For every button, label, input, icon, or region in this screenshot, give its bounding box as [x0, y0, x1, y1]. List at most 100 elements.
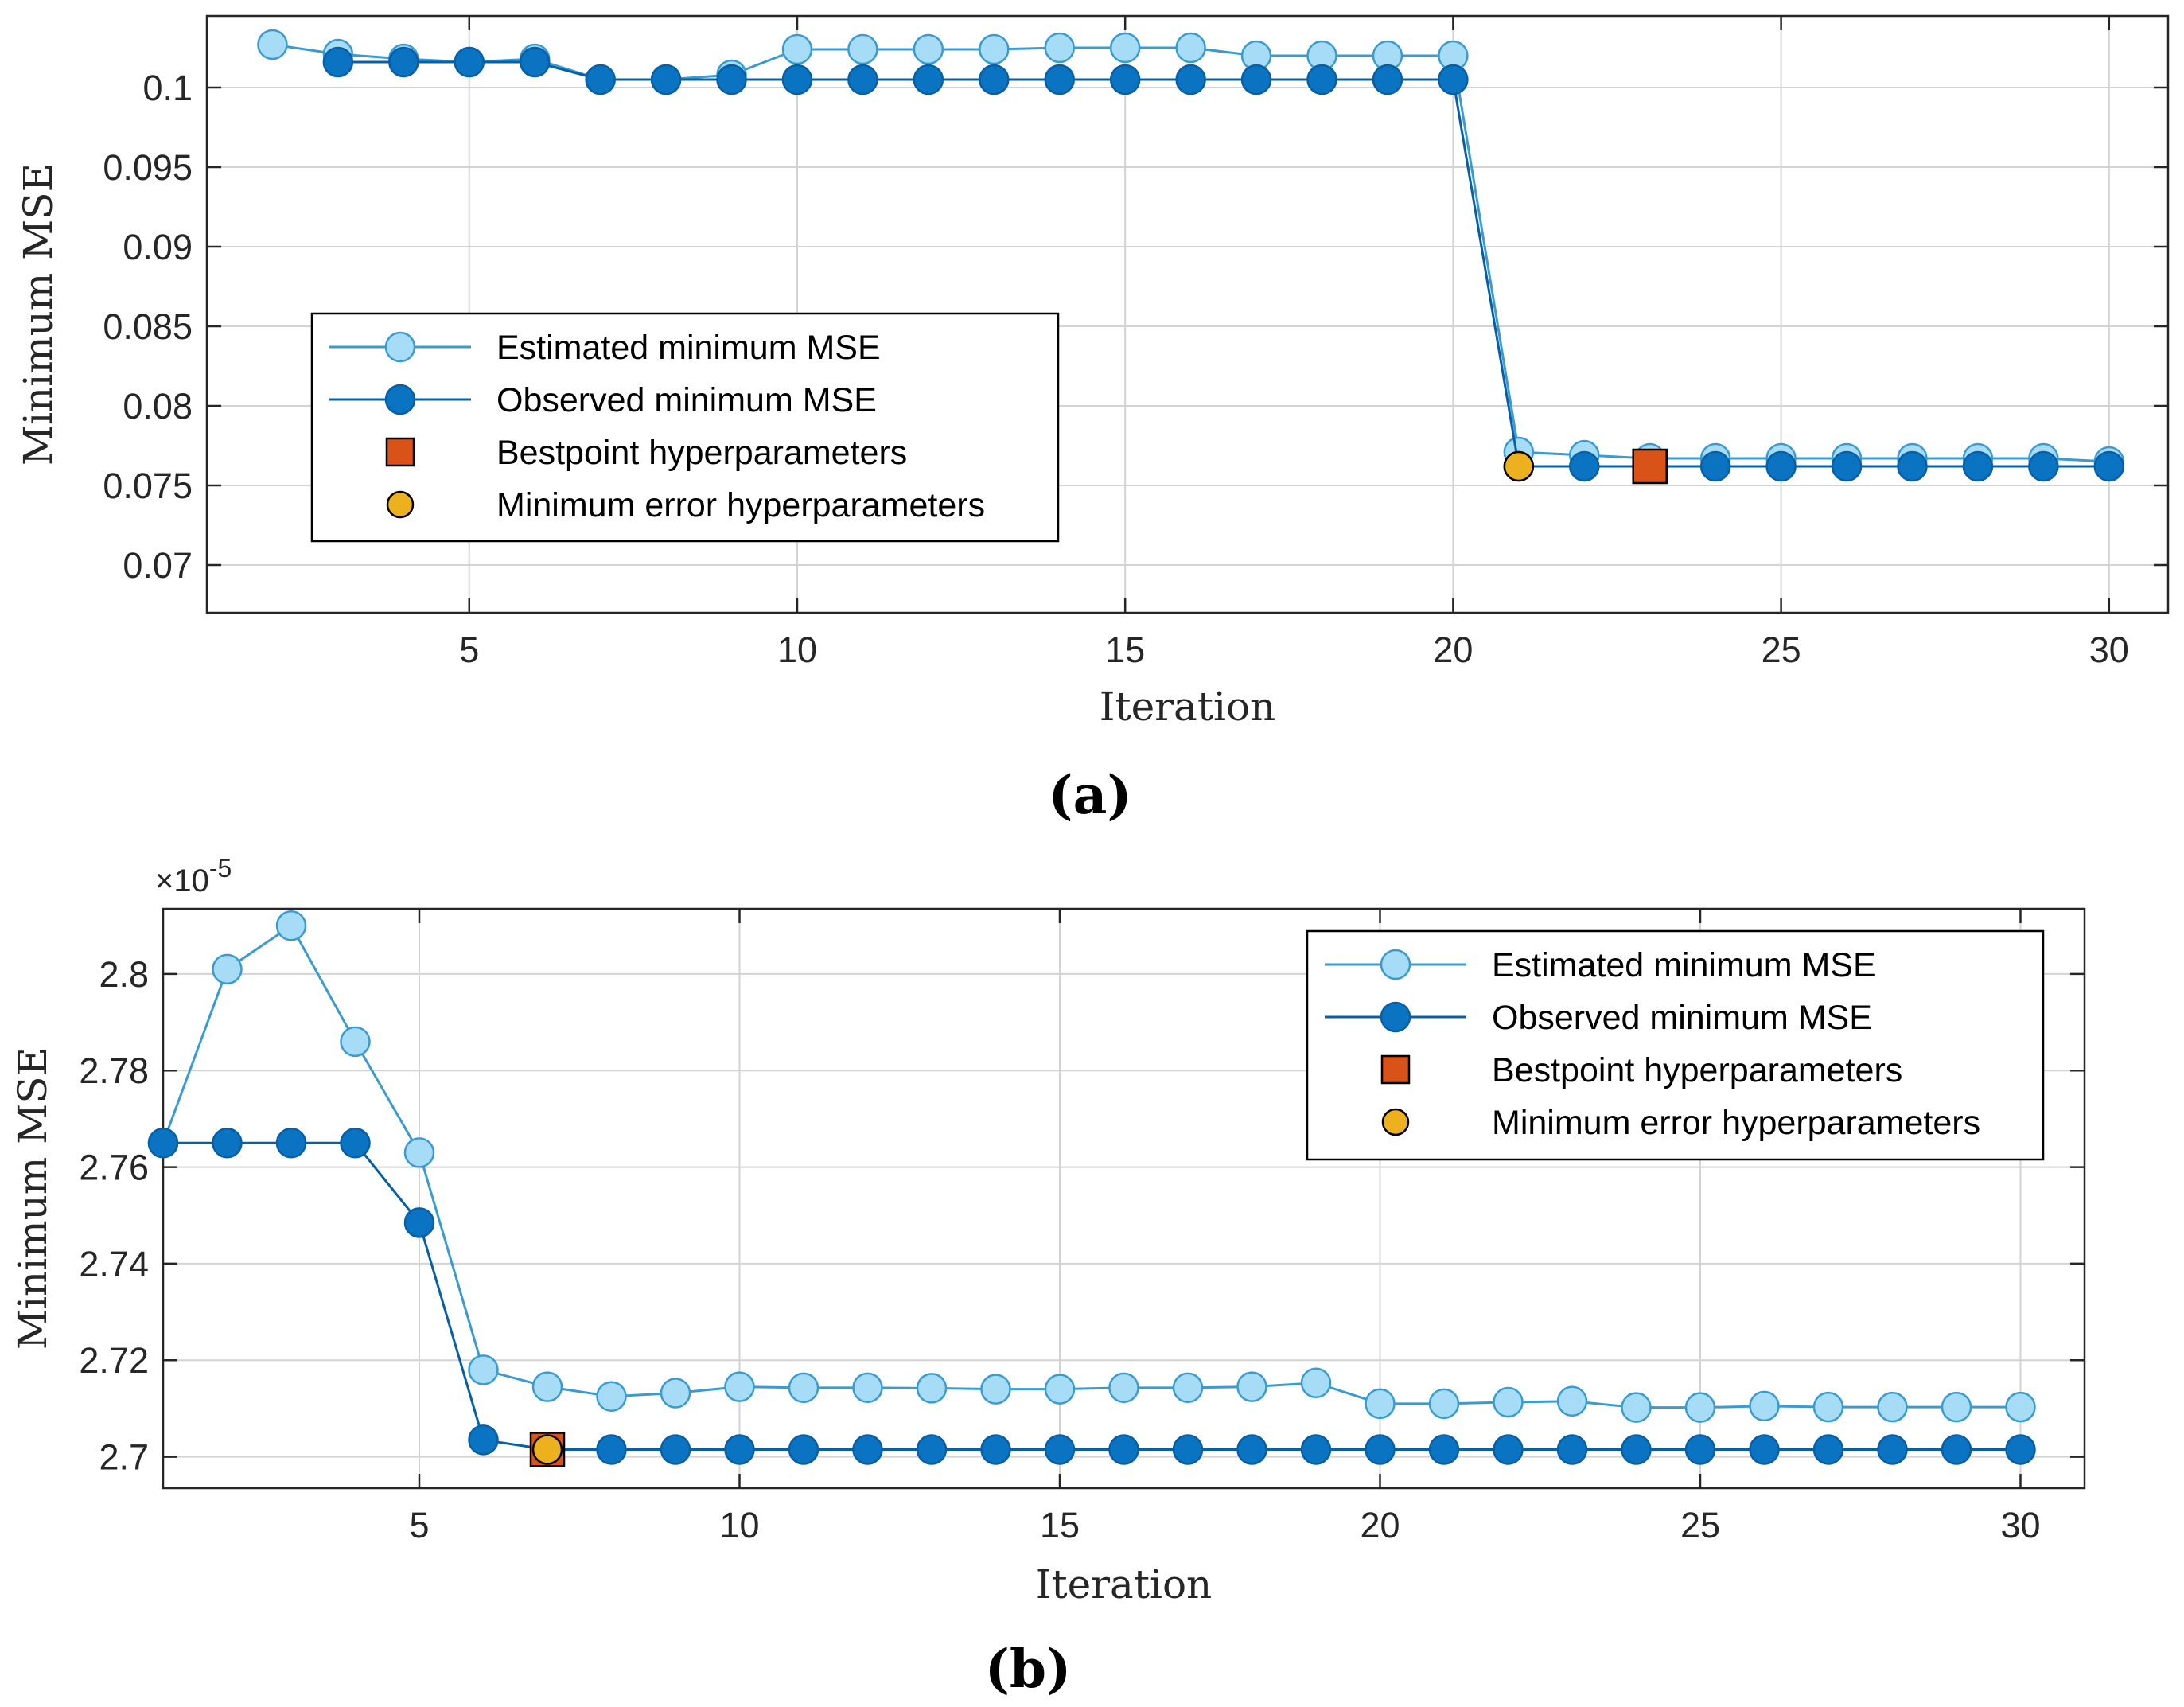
- y-tick-label: 0.07: [123, 545, 193, 586]
- observed-series-point: [1941, 1434, 1972, 1465]
- estimated-series-point: [979, 33, 1010, 65]
- estimated-series-point: [1812, 1391, 1844, 1423]
- legend-marker-est: [1380, 949, 1411, 980]
- observed-series-point: [147, 1127, 179, 1159]
- y-tick-label: 2.78: [79, 1050, 149, 1091]
- observed-series-point: [1172, 1434, 1204, 1465]
- estimated-series-point: [660, 1378, 691, 1409]
- observed-series-point: [979, 64, 1010, 95]
- observed-series-point: [2005, 1434, 2036, 1465]
- legend-label: Bestpoint hyperparameters: [1492, 1051, 1902, 1089]
- y-tick-label: 2.76: [79, 1148, 149, 1188]
- observed-series-point: [275, 1127, 307, 1159]
- legend-label: Estimated minimum MSE: [496, 329, 881, 367]
- observed-series-point: [852, 1434, 883, 1465]
- observed-series-point: [913, 64, 944, 95]
- observed-series-point: [1236, 1434, 1267, 1465]
- observed-series-point: [340, 1127, 371, 1159]
- estimated-series-point: [847, 33, 878, 65]
- panel-label-b: (b): [985, 1638, 1072, 1700]
- legend-marker-obs: [1380, 1001, 1411, 1033]
- observed-series-point: [1438, 64, 1469, 95]
- estimated-series-point: [781, 33, 813, 65]
- estimated-series-point: [531, 1371, 563, 1402]
- y-tick-label: 2.8: [99, 954, 149, 995]
- estimated-series-point: [596, 1381, 627, 1412]
- observed-series-point: [1365, 1434, 1396, 1465]
- axes-frame: [205, 14, 2170, 614]
- estimated-series-point: [1044, 32, 1075, 64]
- estimated-series-point: [724, 1371, 755, 1402]
- observed-series-point: [1428, 1434, 1460, 1465]
- observed-series-point: [322, 46, 354, 78]
- legend-box: [1306, 929, 2045, 1161]
- y-tick-label: 2.72: [79, 1340, 149, 1381]
- y-tick-label: 0.08: [123, 386, 193, 427]
- y-tick-label: 2.74: [79, 1244, 149, 1284]
- legend: Estimated minimum MSE Observed minimum MS…: [1306, 929, 2045, 1161]
- observed-series-point: [1621, 1434, 1652, 1465]
- estimated-series-point: [913, 33, 944, 65]
- legend-label: Observed minimum MSE: [1492, 999, 1872, 1037]
- x-tick-label: 15: [1105, 629, 1145, 670]
- observed-series-point: [1877, 1434, 1908, 1465]
- estimated-series-point: [1621, 1392, 1652, 1423]
- observed-series-point: [1044, 1434, 1076, 1465]
- legend-label: Bestpoint hyperparameters: [496, 434, 907, 472]
- y-tick-label: 0.095: [103, 147, 193, 188]
- estimated-series-point: [980, 1374, 1011, 1405]
- y-exponent-label: ×10-5: [155, 854, 232, 898]
- estimated-series-point: [1556, 1385, 1588, 1417]
- legend-marker-est: [384, 331, 416, 363]
- observed-series-point: [1684, 1434, 1716, 1465]
- y-tick-label: 0.1: [142, 68, 193, 108]
- chart-panel-b: 5 10 15 20 25 30 2.7 2.72 2.74 2.76 2.78 2.8 ×10-5 It…: [10, 854, 2086, 1608]
- observed-series-point: [2028, 450, 2059, 482]
- observed-series-point: [980, 1434, 1011, 1465]
- legend-marker-min-error: [1381, 1108, 1410, 1136]
- bestpoint-marker: [1632, 448, 1668, 485]
- legend-marker-min-error: [386, 490, 415, 519]
- observed-series-point: [388, 46, 419, 78]
- axes-frame: [162, 907, 2086, 1490]
- observed-series-point: [1175, 64, 1206, 95]
- observed-series-point: [1300, 1434, 1332, 1465]
- estimated-series-point: [1044, 1374, 1076, 1405]
- estimated-series-point: [403, 1137, 435, 1168]
- observed-series-point: [585, 64, 616, 95]
- estimated-series-point: [916, 1373, 948, 1404]
- y-axis-label: Minimum MSE: [15, 163, 61, 466]
- x-tick-label: 5: [409, 1505, 429, 1545]
- estimated-series-point: [1109, 32, 1141, 64]
- estimated-series-point: [1877, 1391, 1908, 1423]
- observed-series-point: [1812, 1434, 1844, 1465]
- legend-label: Observed minimum MSE: [496, 381, 877, 419]
- legend-label: Estimated minimum MSE: [1492, 946, 1876, 984]
- y-exponent-power: -5: [209, 854, 232, 883]
- observed-series-point: [1962, 450, 1994, 482]
- estimated-series-point: [212, 953, 243, 985]
- estimated-series-point: [2005, 1391, 2036, 1423]
- estimated-series-point: [1493, 1386, 1524, 1418]
- x-tick-label: 20: [1360, 1505, 1400, 1545]
- legend-marker-bestpoint: [385, 437, 415, 467]
- min-error-marker: [1503, 450, 1535, 482]
- x-tick-label: 10: [719, 1505, 759, 1545]
- legend-label: Minimum error hyperparameters: [496, 486, 985, 524]
- y-tick-label: 0.075: [103, 466, 193, 506]
- estimated-series-point: [1236, 1371, 1267, 1402]
- observed-series-point: [212, 1127, 243, 1159]
- estimated-series-point: [1941, 1391, 1972, 1423]
- y-tick-label: 0.085: [103, 306, 193, 347]
- estimated-series-point: [275, 910, 307, 941]
- x-tick-label: 5: [459, 629, 479, 670]
- estimated-series-point: [1684, 1392, 1716, 1423]
- estimated-series-point: [468, 1354, 499, 1385]
- observed-series-point: [403, 1207, 435, 1238]
- estimated-series-point: [1175, 32, 1206, 64]
- observed-series-point: [716, 64, 747, 95]
- observed-series-point: [2093, 450, 2125, 482]
- estimated-series-point: [1300, 1367, 1332, 1398]
- observed-series-point: [650, 64, 682, 95]
- observed-series-point: [1699, 450, 1731, 482]
